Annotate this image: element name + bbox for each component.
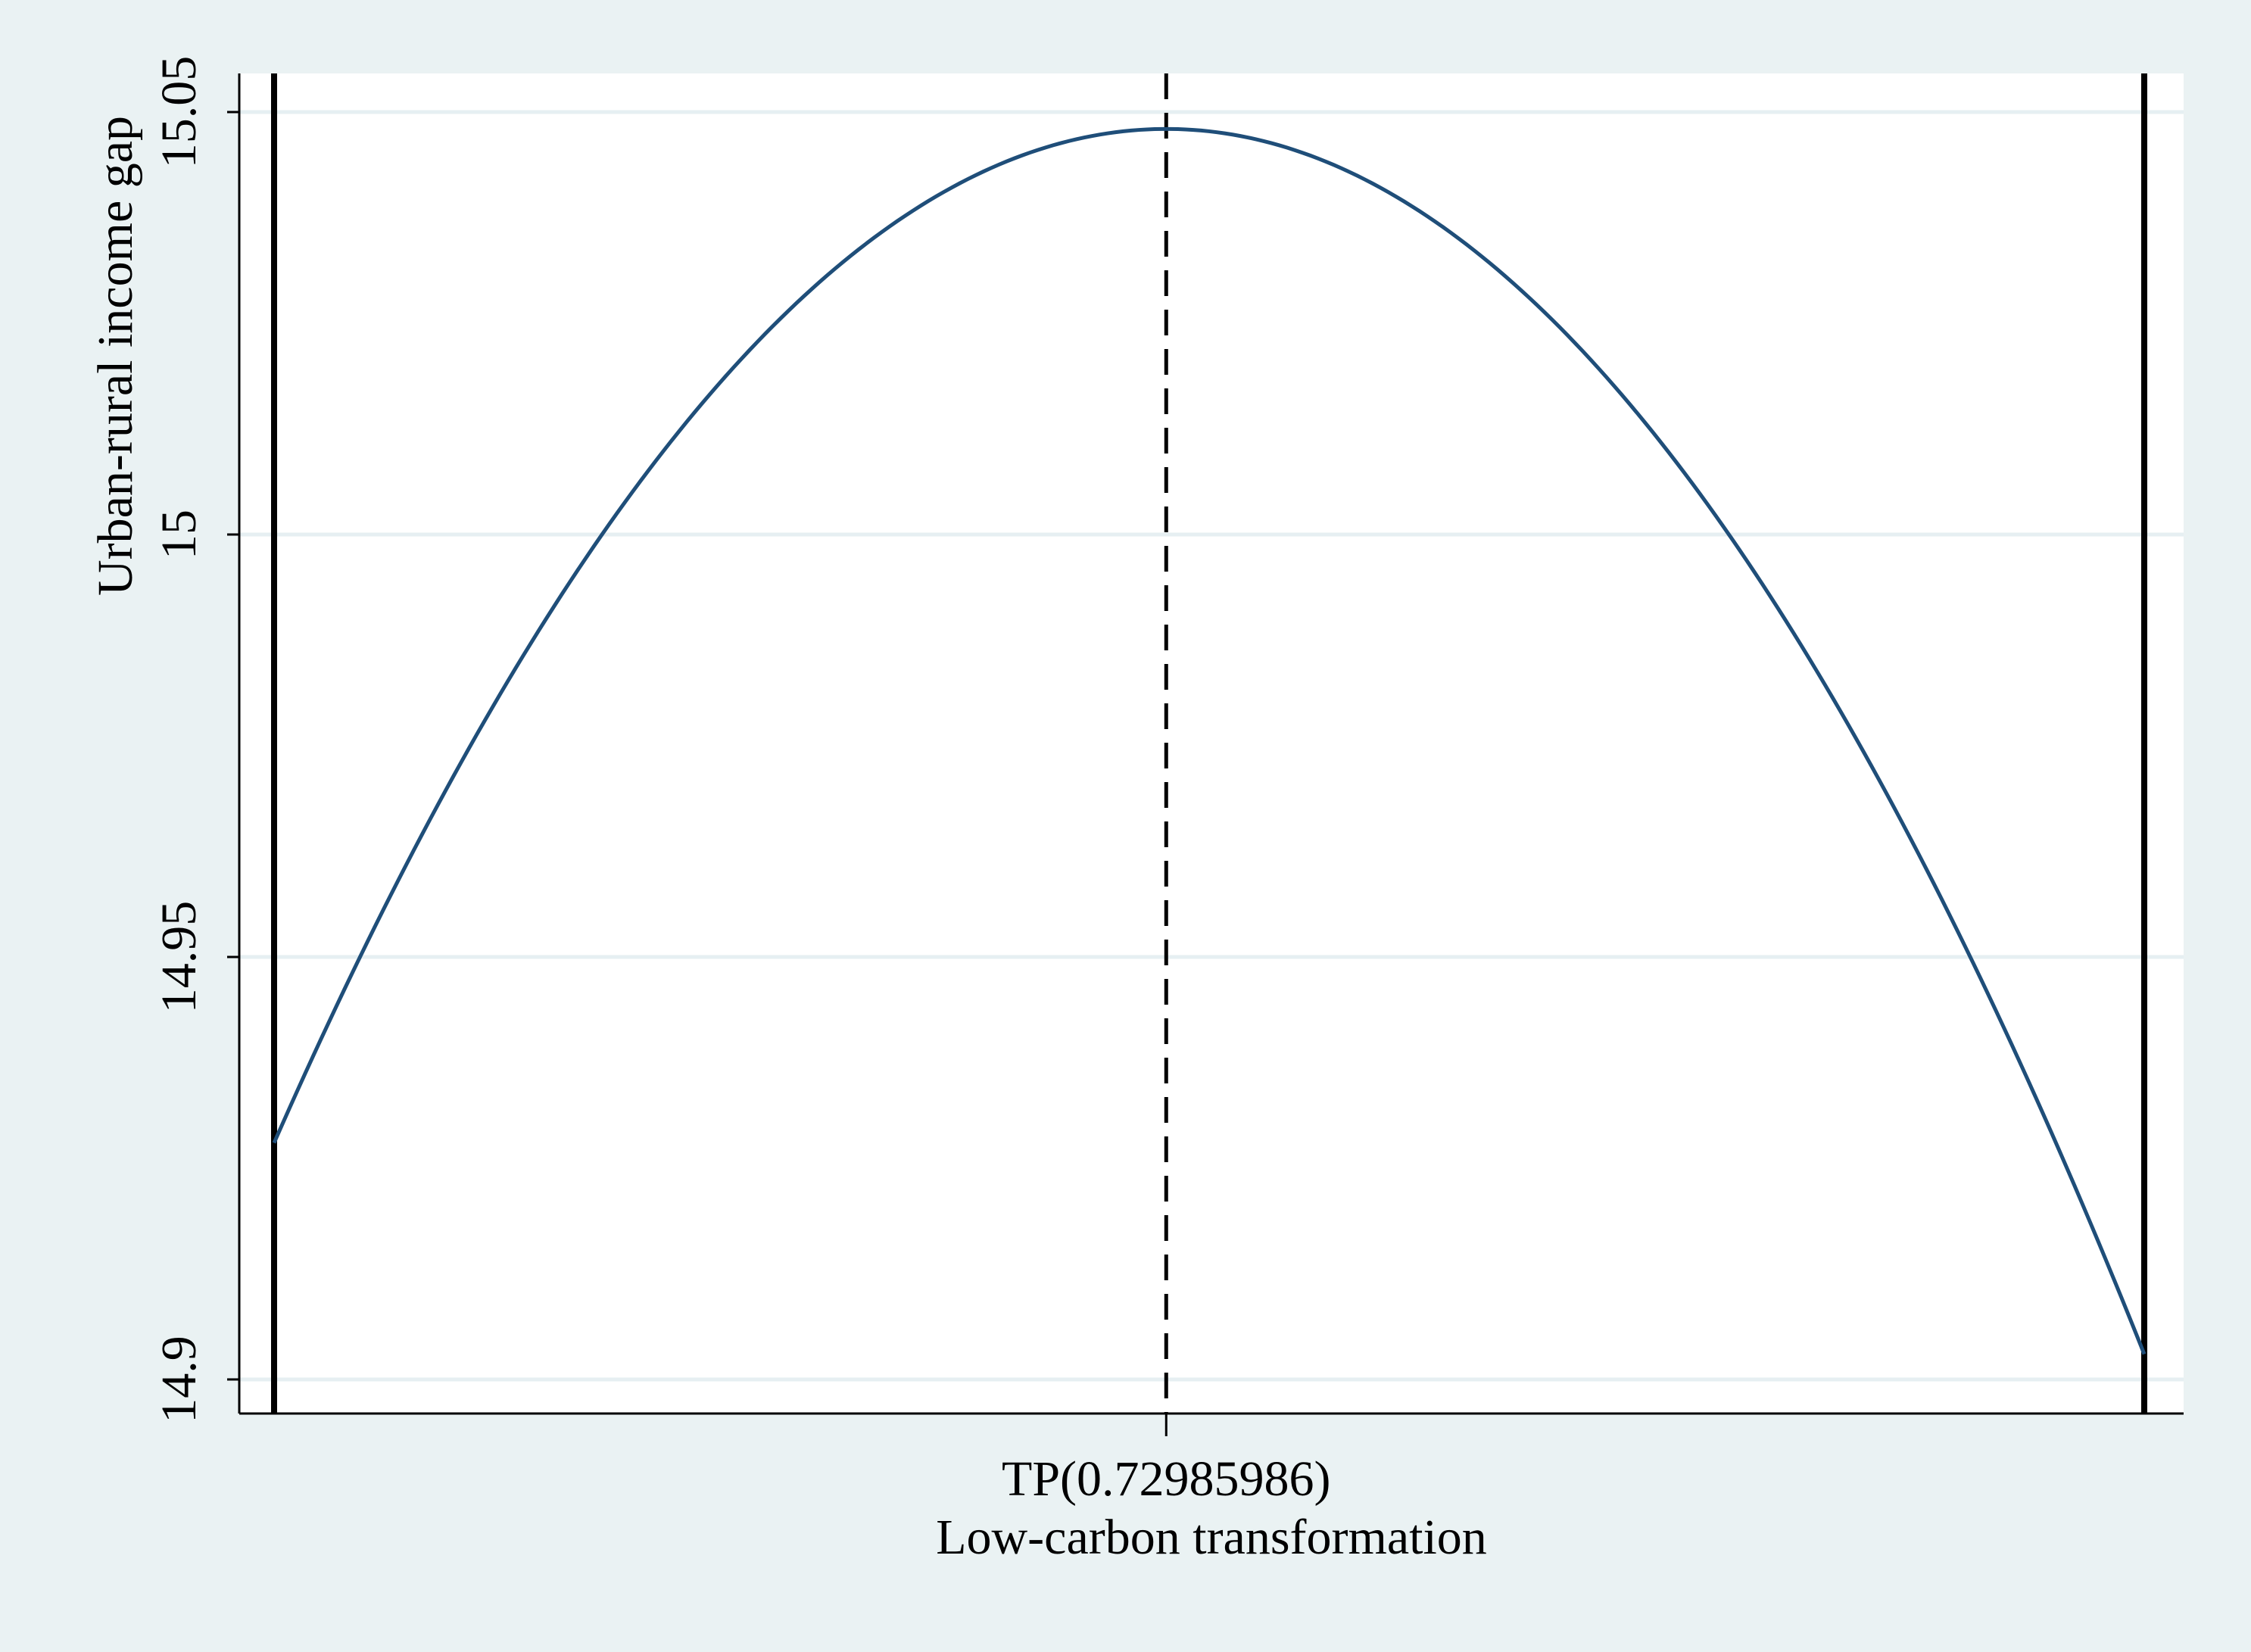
y-tick-label: 14.9: [151, 1336, 207, 1423]
y-tick-label: 15: [151, 510, 207, 559]
bound-lines: [271, 73, 2147, 1414]
turning-point-label: TP(0.72985986): [1002, 1451, 1330, 1507]
y-tick-label: 14.95: [151, 901, 207, 1014]
grid-lines: [239, 110, 2184, 1382]
series-line: [272, 126, 2147, 1355]
y-ticks: 14.9 14.95 15 15.05: [151, 56, 239, 1423]
plot-area: [239, 73, 2184, 1414]
y-axis-title: Urban-rural income gap: [88, 116, 143, 596]
y-tick-label: 15.05: [151, 56, 207, 169]
x-axis-title: Low-carbon transformation: [936, 1510, 1487, 1565]
